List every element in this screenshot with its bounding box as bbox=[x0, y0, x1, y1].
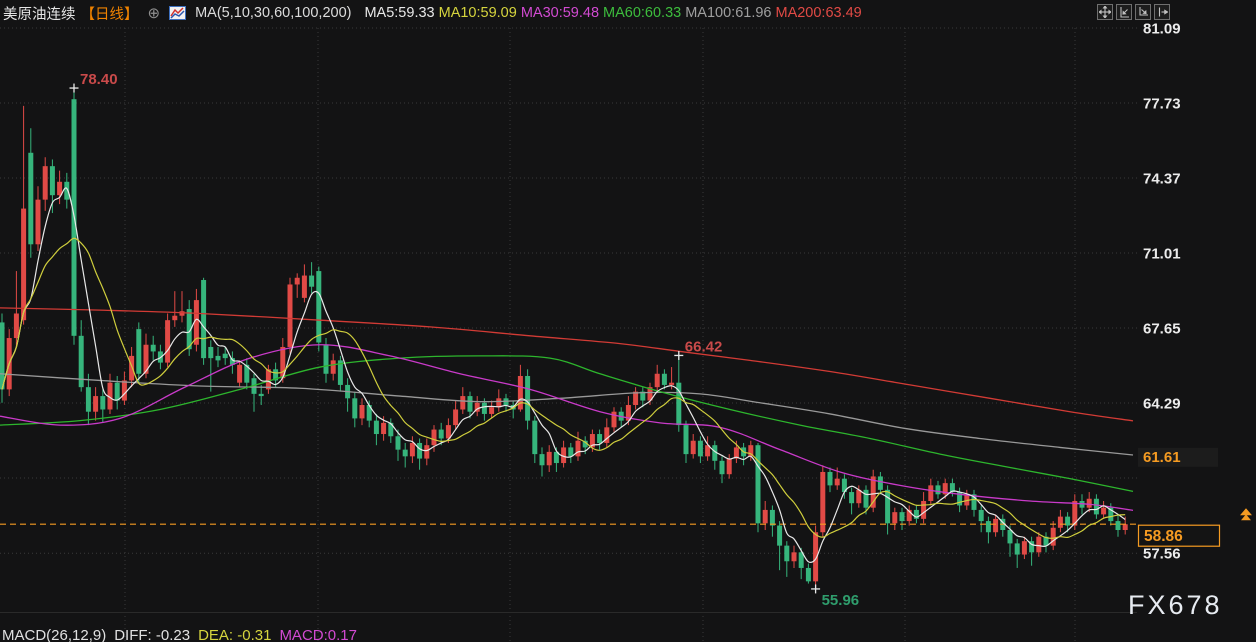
price-axis: 81.09 77.73 74.37 71.01 67.65 64.29 57.56 61.61… bbox=[1137, 21, 1252, 563]
price-alert-icon[interactable] bbox=[1240, 508, 1252, 521]
axis-label: 71.01 bbox=[1143, 246, 1181, 263]
axis-label: 74.37 bbox=[1143, 171, 1181, 188]
axis-label: 57.56 bbox=[1143, 546, 1181, 563]
axis-label: 81.09 bbox=[1143, 21, 1181, 38]
ma10-line bbox=[1, 237, 1126, 539]
chart-header: 美原油连续 【日线】 ⊕ MA(5,10,30,60,100,200) MA5:5… bbox=[3, 3, 862, 23]
extreme-price-label: 66.42 bbox=[685, 338, 723, 355]
expand-icon[interactable]: ⊕ bbox=[147, 4, 161, 22]
ma-value: MA30:59.48 bbox=[520, 5, 600, 21]
ma-value: MA100:61.96 bbox=[685, 5, 772, 21]
ma-value: MA5:59.33 bbox=[364, 5, 435, 21]
extreme-price-label: 78.40 bbox=[80, 71, 118, 88]
macd-params-label: MACD(26,12,9) bbox=[2, 627, 107, 642]
ma200-line bbox=[0, 307, 1134, 422]
ma-value: MA60:60.33 bbox=[603, 5, 682, 21]
chart-toolbar bbox=[1097, 4, 1170, 20]
axis-zoom-left-icon[interactable] bbox=[1116, 4, 1132, 20]
axis-zoom-bottom-icon[interactable] bbox=[1135, 4, 1151, 20]
symbol-title: 美原油连续 bbox=[3, 6, 76, 23]
period-label: 【日线】 bbox=[80, 6, 139, 23]
last-price-label: 58.86 bbox=[1144, 528, 1183, 545]
axis-label: 64.29 bbox=[1143, 396, 1181, 413]
grid bbox=[0, 27, 1137, 642]
indicator-settings-icon[interactable] bbox=[169, 6, 187, 20]
price-annotations: 78.40 66.42 55.96 bbox=[69, 71, 860, 609]
macd-macd-value: MACD:0.17 bbox=[279, 627, 357, 642]
move-crosshair-icon[interactable] bbox=[1097, 4, 1113, 20]
last-price-box bbox=[1137, 524, 1221, 547]
goto-latest-icon[interactable] bbox=[1154, 4, 1170, 20]
macd-dea-value: DEA: -0.31 bbox=[198, 627, 272, 642]
ma30-line bbox=[0, 344, 1134, 512]
axis-label: 77.73 bbox=[1143, 96, 1181, 113]
ma-value: MA200:63.49 bbox=[775, 5, 862, 21]
ma5-line bbox=[1, 187, 1126, 563]
marked-level-label: 61.61 bbox=[1143, 449, 1181, 466]
ma-lines bbox=[0, 187, 1134, 563]
ma-group-label: MA(5,10,30,60,100,200) bbox=[195, 5, 352, 21]
marked-level-chip bbox=[1138, 447, 1218, 467]
axis-label: 67.65 bbox=[1143, 321, 1181, 338]
ma60-line bbox=[0, 355, 1134, 493]
extreme-price-label: 55.96 bbox=[822, 592, 860, 609]
fx678-watermark: FX678 bbox=[1128, 590, 1223, 620]
ma-value: MA10:59.09 bbox=[438, 5, 517, 21]
ma-readouts: MA5:59.33 MA10:59.09 MA30:59.48 MA60:60.33 M… bbox=[360, 5, 861, 21]
macd-diff-value: DIFF: -0.23 bbox=[114, 627, 191, 642]
ma100-line bbox=[0, 373, 1134, 456]
macd-readout: MACD(26,12,9) DIFF: -0.23 DEA: -0.31 MACD:0… bbox=[2, 627, 365, 642]
